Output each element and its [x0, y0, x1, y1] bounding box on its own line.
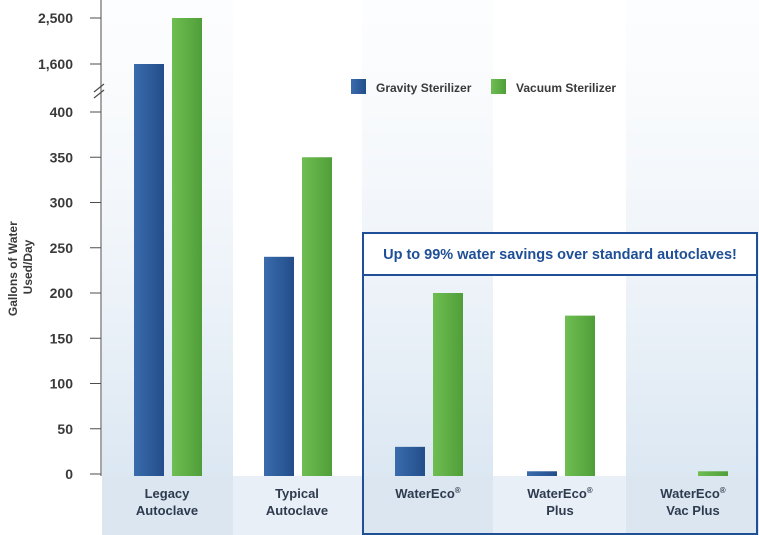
bars: [134, 18, 728, 476]
category-band: [102, 476, 759, 535]
category-band-stripe-2: [493, 476, 626, 535]
category-label: WaterEco® Vac Plus: [660, 486, 725, 518]
y-axis-label-line1: Gallons of Water: [6, 221, 20, 316]
y-tick-label: 200: [50, 285, 74, 301]
y-tick-label: 1,600: [38, 56, 73, 72]
bar-gravity: [264, 256, 294, 476]
bar-gravity: [134, 64, 164, 476]
bar-vacuum: [433, 293, 463, 476]
y-tick-label: 150: [50, 330, 74, 346]
y-tick-label: 2,500: [38, 10, 73, 26]
y-axis-label-line2: Used/Day: [21, 239, 35, 294]
bar-vacuum: [302, 157, 332, 476]
category-label: WaterEco®: [395, 486, 460, 501]
callout-box: Up to 99% water savings over standard au…: [362, 232, 758, 535]
y-tick-label: 250: [50, 240, 74, 256]
category-label: WaterEco® Plus: [527, 486, 592, 518]
bar-vacuum: [565, 315, 595, 476]
category-band-stripe-1: [233, 476, 362, 535]
y-tick-label: 50: [57, 421, 73, 437]
legend-swatch: [491, 79, 506, 94]
bar-gravity: [527, 471, 557, 476]
y-axis-break: [93, 83, 105, 99]
bar-vacuum: [172, 18, 202, 476]
legend-label: Vacuum Sterilizer: [516, 81, 616, 95]
category-label: Typical Autoclave: [266, 486, 328, 518]
callout-text: Up to 99% water savings over standard au…: [383, 247, 737, 263]
bar-gravity: [395, 446, 425, 476]
category-label: Legacy Autoclave: [136, 486, 198, 518]
y-axis-label: Gallons of Water Used/Day: [6, 218, 35, 316]
category-labels: Legacy Autoclave Typical Autoclave WaterEco®…: [136, 486, 726, 518]
legend-label: Gravity Sterilizer: [376, 81, 472, 95]
legend: Gravity Sterilizer Vacuum Sterilizer: [351, 79, 616, 95]
y-ticks: 0 50 100 150 200 250 300 350 400 1,600 2,500: [38, 10, 101, 482]
callout-header: [362, 232, 758, 276]
y-tick-label: 350: [50, 149, 74, 165]
bar-vacuum: [698, 471, 728, 476]
y-tick-label: 0: [65, 466, 73, 482]
legend-swatch: [351, 79, 366, 94]
y-tick-label: 300: [50, 195, 74, 211]
column-bg-legacy: [102, 0, 233, 535]
y-tick-label: 100: [50, 376, 74, 392]
y-tick-label: 400: [50, 104, 74, 120]
